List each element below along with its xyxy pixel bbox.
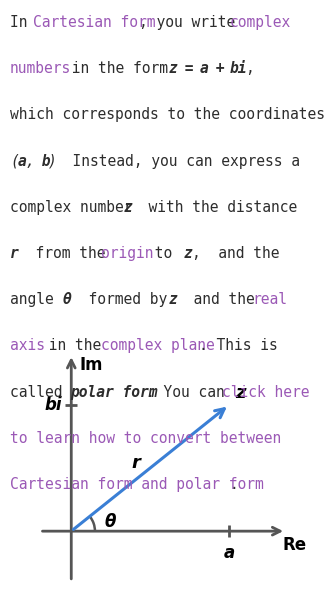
Text: a: a [18, 154, 26, 169]
Text: Im: Im [79, 356, 103, 374]
Text: in the form: in the form [63, 61, 186, 76]
Text: complex plane: complex plane [101, 338, 214, 353]
Text: z: z [169, 292, 178, 307]
Text: .: . [229, 477, 238, 492]
Text: z: z [169, 61, 178, 76]
Text: Re: Re [283, 536, 307, 554]
Text: b: b [33, 154, 50, 169]
Text: θ: θ [63, 292, 72, 307]
Text: from the: from the [18, 246, 114, 261]
Text: click here: click here [222, 385, 309, 400]
Text: numbers: numbers [10, 61, 71, 76]
Text: r: r [132, 454, 141, 472]
Text: In: In [10, 15, 36, 30]
Text: origin: origin [101, 246, 153, 261]
Text: with the distance: with the distance [131, 200, 297, 215]
Text: z: z [184, 246, 193, 261]
Text: (: ( [10, 154, 19, 169]
Text: which corresponds to the coordinates: which corresponds to the coordinates [10, 107, 325, 122]
Text: and the: and the [177, 292, 264, 307]
Text: ,: , [25, 154, 34, 169]
Text: bi: bi [229, 61, 247, 76]
Text: axis: axis [10, 338, 45, 353]
Text: r: r [10, 246, 19, 261]
Text: to: to [146, 246, 190, 261]
Text: real: real [252, 292, 287, 307]
Text: ,: , [245, 61, 253, 76]
Text: . You can: . You can [146, 385, 234, 400]
Text: formed by: formed by [70, 292, 184, 307]
Text: in the: in the [40, 338, 110, 353]
Text: θ: θ [104, 512, 116, 530]
Text: z: z [124, 200, 132, 215]
Text: +: + [207, 61, 233, 76]
Text: to learn how to convert between: to learn how to convert between [10, 431, 281, 446]
Text: ): ) [48, 154, 56, 169]
Text: called: called [10, 385, 80, 400]
Text: =: = [177, 61, 203, 76]
Text: polar form: polar form [70, 385, 158, 400]
Text: . This is: . This is [199, 338, 278, 353]
Text: complex: complex [229, 15, 291, 30]
Text: complex number: complex number [10, 200, 141, 215]
Text: ,  and the: , and the [192, 246, 279, 261]
Text: , you write: , you write [139, 15, 244, 30]
Text: a: a [223, 544, 235, 562]
Text: bi: bi [44, 396, 62, 414]
Text: a: a [199, 61, 208, 76]
Text: Instead, you can express a: Instead, you can express a [55, 154, 300, 169]
Text: Cartesian form and polar form: Cartesian form and polar form [10, 477, 264, 492]
Text: angle: angle [10, 292, 71, 307]
Text: Cartesian form: Cartesian form [33, 15, 155, 30]
Text: z: z [235, 383, 246, 401]
